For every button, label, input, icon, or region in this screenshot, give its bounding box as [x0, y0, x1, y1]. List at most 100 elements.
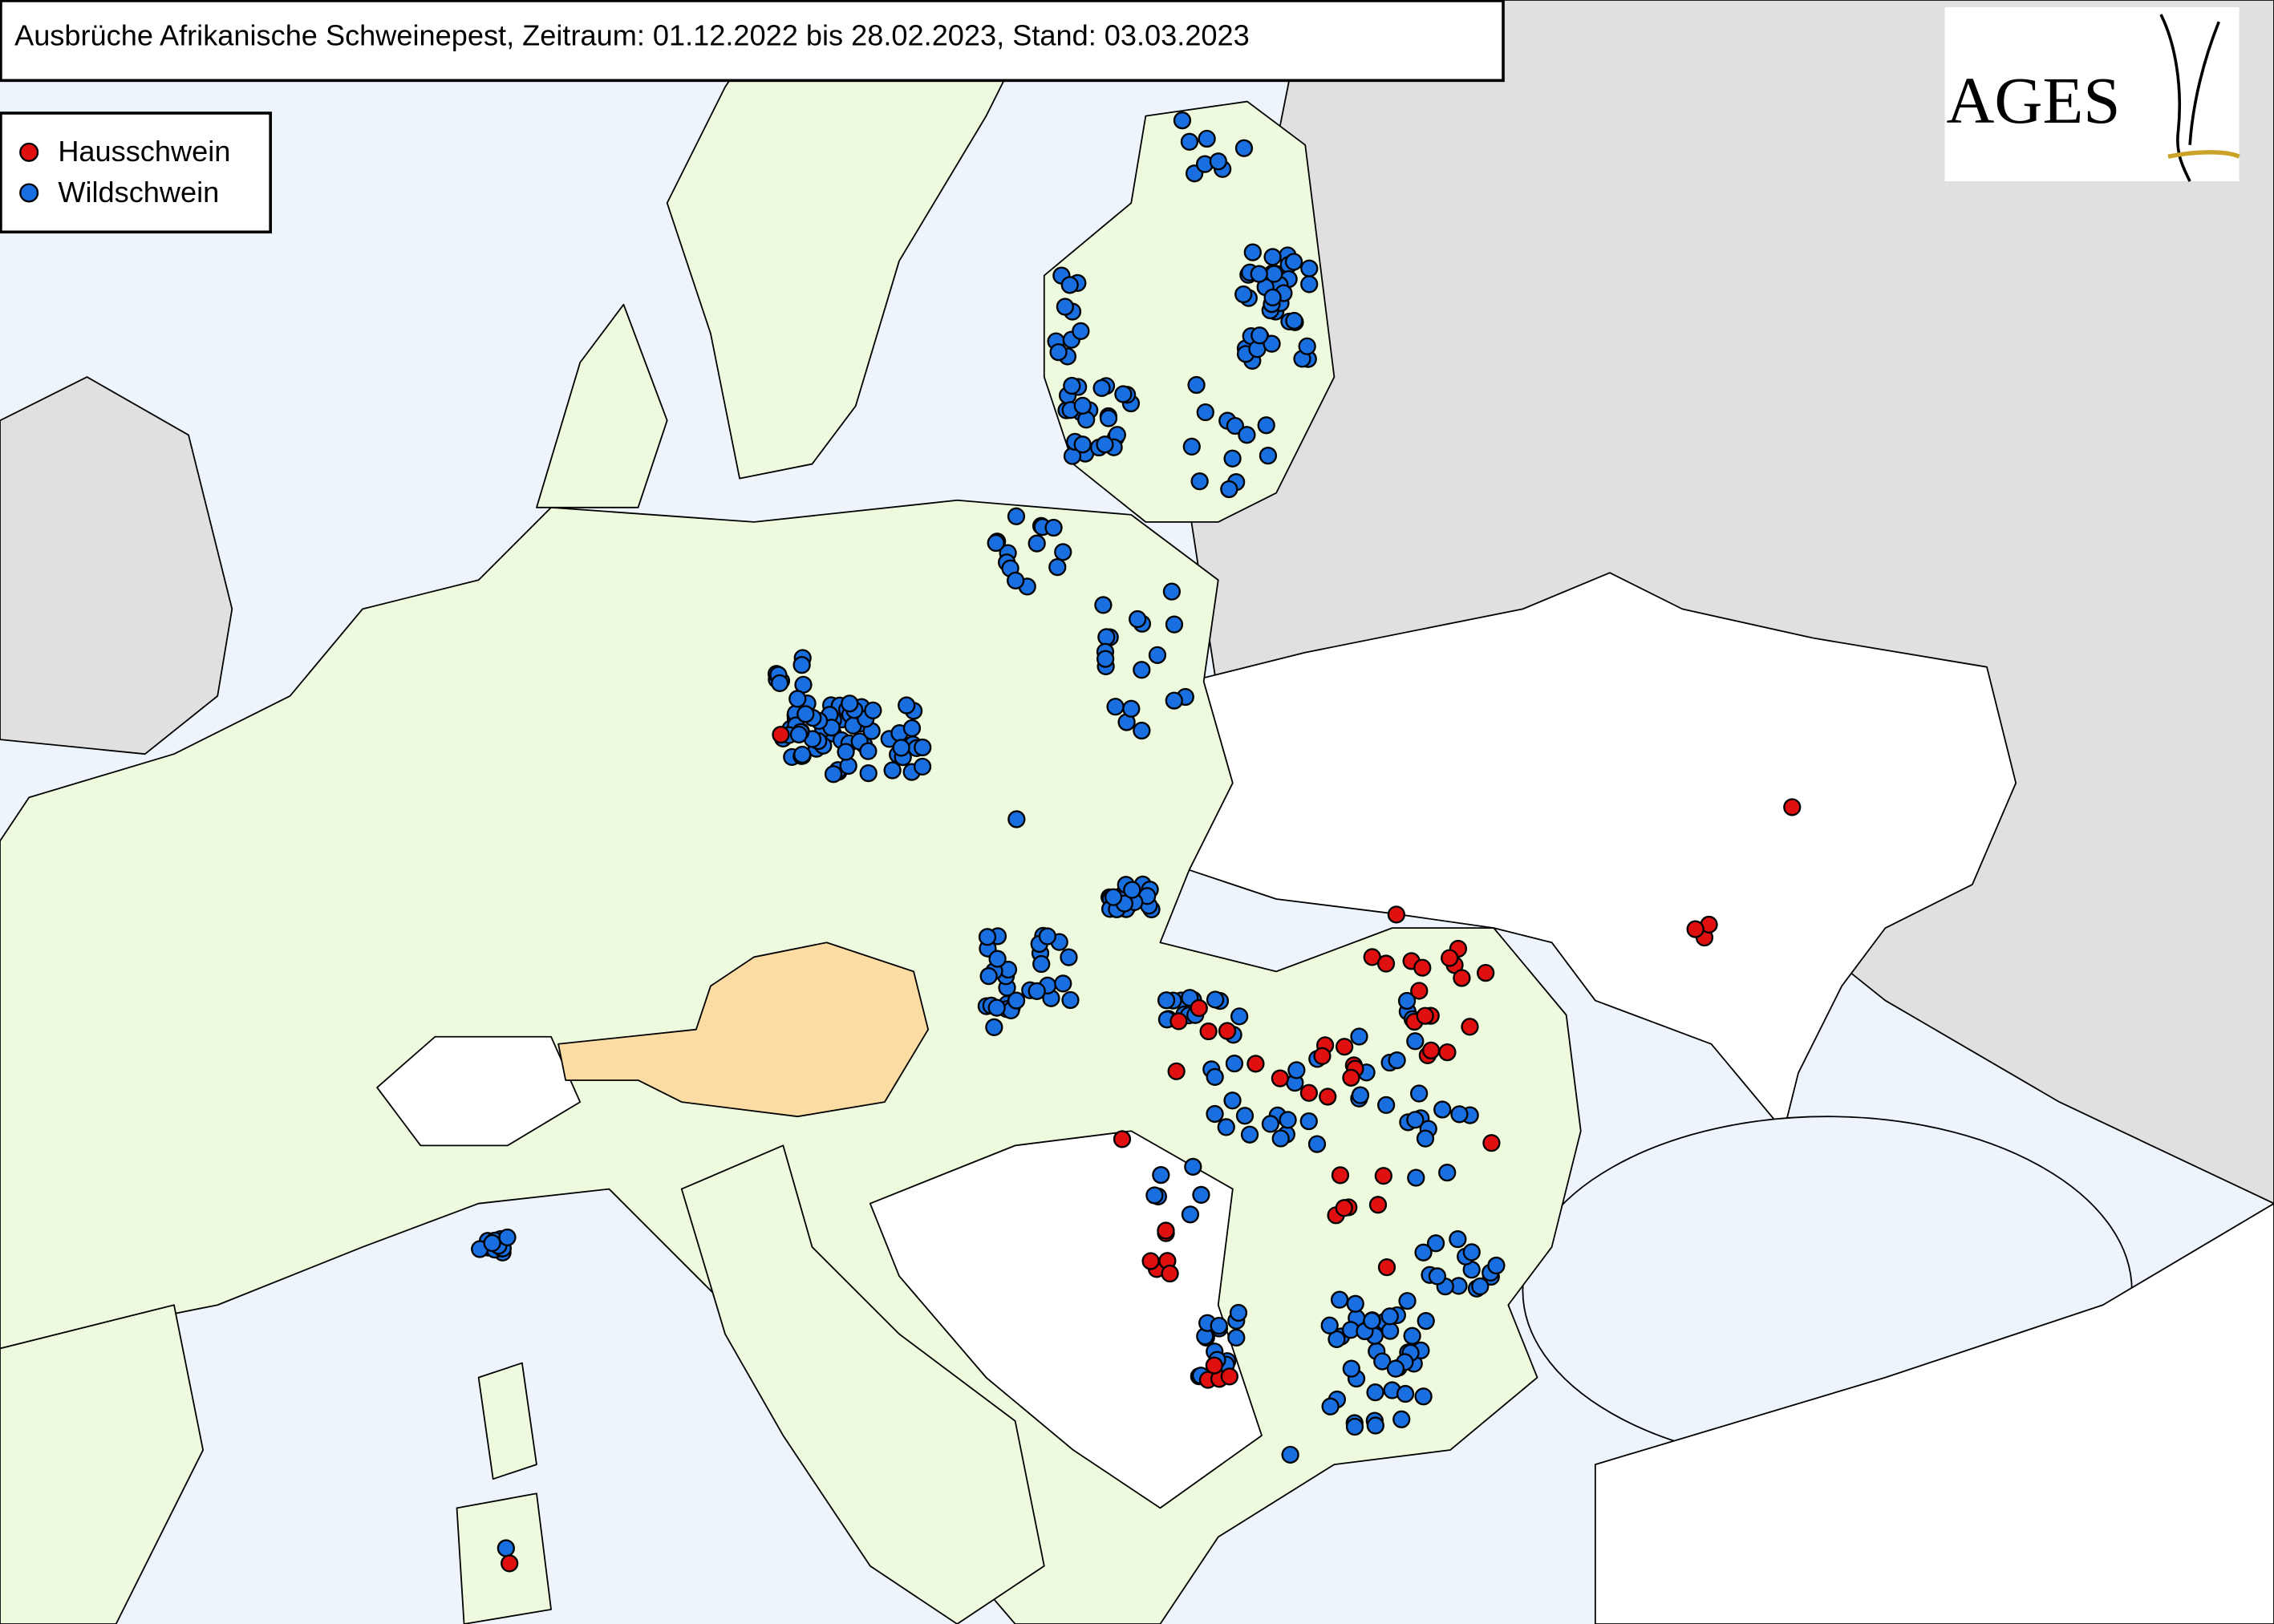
logo-text: AGES — [1946, 63, 2120, 137]
wild-boar-outbreak — [1285, 311, 1303, 330]
wild-boar-outbreak — [1398, 1292, 1417, 1310]
wild-boar-outbreak — [1007, 810, 1026, 828]
wild-boar-outbreak — [1263, 248, 1282, 266]
domestic-pig-outbreak — [1783, 798, 1802, 816]
wild-boar-outbreak — [841, 695, 859, 713]
wild-boar-outbreak — [1433, 1100, 1452, 1119]
wild-boar-outbreak — [1342, 1359, 1360, 1378]
wild-boar-outbreak — [1250, 326, 1269, 345]
wild-boar-outbreak — [1235, 1107, 1255, 1125]
wild-boar-outbreak — [1261, 1115, 1280, 1133]
wild-boar-outbreak — [1426, 1234, 1445, 1253]
wild-boar-outbreak — [837, 743, 855, 761]
domestic-pig-outbreak — [1342, 1068, 1360, 1087]
wild-boar-outbreak — [1471, 1277, 1490, 1296]
wild-boar-outbreak — [1381, 1322, 1400, 1340]
wild-boar-outbreak — [1227, 1328, 1246, 1347]
wild-boar-outbreak — [1106, 698, 1125, 716]
wild-boar-outbreak — [883, 761, 902, 780]
wild-boar-outbreak — [792, 656, 811, 674]
wild-boar-outbreak — [1187, 375, 1206, 395]
domestic-pig-outbreak — [1482, 1134, 1501, 1152]
wild-boar-outbreak — [1350, 1027, 1368, 1046]
wild-boar-outbreak — [1072, 322, 1090, 340]
domestic-pig-outbreak — [1377, 1258, 1396, 1277]
wild-boar-outbreak — [1092, 379, 1111, 397]
wild-boar-outbreak — [892, 739, 910, 757]
wild-boar-outbreak — [1097, 628, 1116, 646]
domestic-pig-outbreak — [1376, 954, 1396, 973]
wild-boar-outbreak — [1281, 1445, 1299, 1464]
legend-symbol — [19, 183, 39, 203]
domestic-pig-outbreak — [1331, 1166, 1350, 1185]
wild-boar-outbreak — [1044, 518, 1063, 537]
wild-boar-outbreak — [1414, 1387, 1433, 1406]
wild-boar-outbreak — [1417, 1311, 1435, 1330]
spain — [0, 1304, 205, 1624]
wild-boar-outbreak — [987, 533, 1005, 553]
domestic-pig-outbreak — [1421, 1041, 1441, 1059]
wild-boar-outbreak — [1345, 1417, 1364, 1436]
wild-boar-outbreak — [979, 967, 998, 986]
wild-boar-outbreak — [1265, 265, 1283, 283]
wild-boar-outbreak — [1377, 1095, 1396, 1115]
domestic-pig-outbreak — [1410, 982, 1429, 1000]
denmark — [536, 303, 668, 508]
wild-boar-outbreak — [1403, 1326, 1421, 1345]
wild-boar-outbreak — [1363, 1311, 1381, 1330]
wild-boar-outbreak — [1060, 276, 1079, 294]
wild-boar-outbreak — [1450, 1105, 1469, 1124]
wild-boar-outbreak — [824, 765, 843, 784]
wild-boar-outbreak — [789, 725, 809, 744]
wild-boar-outbreak — [1225, 1055, 1244, 1073]
wild-boar-outbreak — [788, 690, 807, 708]
wild-boar-outbreak — [1386, 1359, 1405, 1378]
wild-boar-outbreak — [1007, 507, 1026, 525]
domestic-pig-outbreak — [1220, 1367, 1238, 1386]
wild-boar-outbreak — [1226, 416, 1245, 435]
wild-boar-outbreak — [1122, 699, 1141, 718]
wild-boar-outbreak — [1180, 132, 1199, 151]
wild-boar-outbreak — [978, 928, 997, 946]
wild-boar-outbreak — [1257, 416, 1275, 435]
wild-boar-outbreak — [1259, 447, 1278, 465]
wild-boar-outbreak — [1328, 1330, 1346, 1349]
wild-boar-outbreak — [1210, 1317, 1228, 1335]
wild-boar-outbreak — [1028, 534, 1046, 553]
wild-boar-outbreak — [1300, 259, 1319, 277]
wild-boar-outbreak — [1038, 927, 1057, 946]
wild-boar-outbreak — [1061, 990, 1080, 1010]
wild-boar-outbreak — [1487, 1256, 1506, 1275]
wild-boar-outbreak — [1206, 1104, 1224, 1124]
domestic-pig-outbreak — [1190, 998, 1208, 1018]
wild-boar-outbreak — [1414, 1243, 1433, 1262]
wild-boar-outbreak — [1300, 275, 1319, 294]
wild-boar-outbreak — [1152, 1165, 1170, 1185]
wild-boar-outbreak — [1223, 449, 1242, 468]
wild-boar-outbreak — [1230, 1007, 1249, 1026]
domestic-pig-outbreak — [1686, 920, 1704, 938]
legend-box — [0, 111, 273, 234]
wild-boar-outbreak — [498, 1228, 517, 1247]
wild-boar-outbreak — [1145, 1186, 1164, 1205]
legend-label: Wildschwein — [58, 176, 219, 209]
wild-boar-outbreak — [1438, 1164, 1457, 1182]
wild-boar-outbreak — [988, 950, 1007, 968]
wild-boar-outbreak — [1162, 582, 1182, 601]
wild-boar-outbreak — [1449, 1230, 1467, 1249]
legend-label: Hausschwein — [58, 135, 230, 168]
wild-boar-outbreak — [1060, 948, 1078, 966]
domestic-pig-outbreak — [1387, 905, 1405, 924]
domestic-pig-outbreak — [1461, 1018, 1479, 1036]
wild-boar-outbreak — [1238, 426, 1256, 444]
uk — [0, 376, 233, 755]
map-title: Ausbrüche Afrikanische Schweinepest, Zei… — [14, 19, 1250, 52]
domestic-pig-outbreak — [501, 1554, 519, 1573]
wild-boar-outbreak — [1073, 435, 1092, 454]
wild-boar-outbreak — [1209, 152, 1227, 171]
wild-boar-outbreak — [1099, 409, 1118, 427]
wild-boar-outbreak — [1287, 1061, 1306, 1079]
wild-boar-outbreak — [1366, 1416, 1384, 1435]
wild-boar-outbreak — [914, 738, 932, 757]
